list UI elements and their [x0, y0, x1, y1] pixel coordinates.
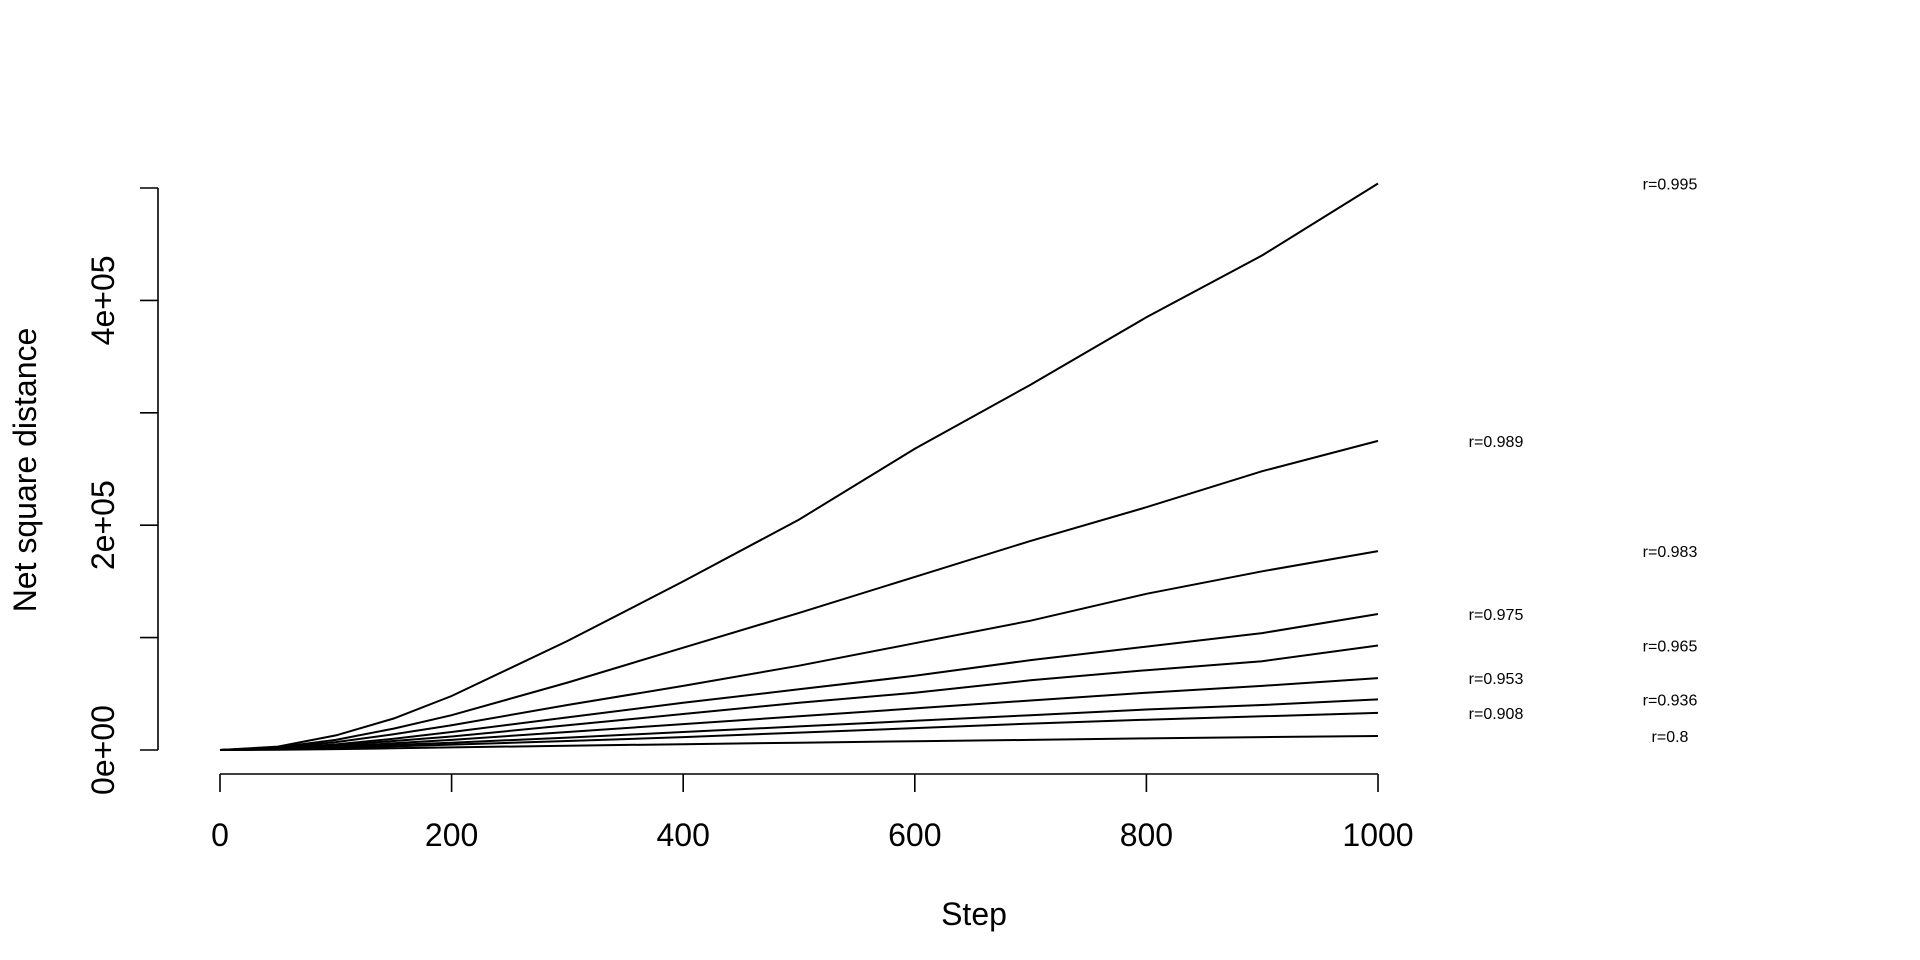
x-axis: 0 200 400 600 800 1000 [211, 773, 1414, 853]
series-label: r=0.975 [1469, 607, 1524, 624]
x-tick-label: 1000 [1342, 817, 1413, 853]
series-label: r=0.965 [1643, 638, 1698, 655]
y-axis: 0e+00 2e+05 4e+05 [85, 187, 159, 795]
series-label: r=0.8 [1652, 729, 1689, 746]
series-line [219, 644, 1379, 751]
x-tick-label: 400 [657, 817, 710, 853]
series-line [219, 735, 1379, 751]
y-axis-title: Net square distance [7, 328, 43, 613]
x-tick-label: 200 [425, 817, 478, 853]
y-tick-label: 4e+05 [85, 255, 121, 345]
series-label: r=0.989 [1469, 434, 1524, 451]
x-tick-label: 800 [1120, 817, 1173, 853]
series-line [219, 439, 1379, 751]
series-label: r=0.936 [1643, 692, 1698, 709]
series-label-group: r=0.995 r=0.989 r=0.983 r=0.975 r=0.965 r=0.9… [1469, 177, 1698, 746]
series-label: r=0.983 [1643, 544, 1698, 561]
y-tick-label: 0e+00 [85, 705, 121, 795]
series-label: r=0.908 [1469, 706, 1524, 723]
series-label: r=0.953 [1469, 671, 1524, 688]
x-axis-title: Step [941, 896, 1007, 932]
x-tick-label: 600 [888, 817, 941, 853]
series-group [219, 182, 1379, 751]
series-line [219, 550, 1379, 751]
y-tick-label: 2e+05 [85, 480, 121, 570]
x-tick-label: 0 [211, 817, 229, 853]
series-label: r=0.995 [1643, 177, 1698, 194]
series-line [219, 613, 1379, 751]
series-line [219, 182, 1379, 751]
